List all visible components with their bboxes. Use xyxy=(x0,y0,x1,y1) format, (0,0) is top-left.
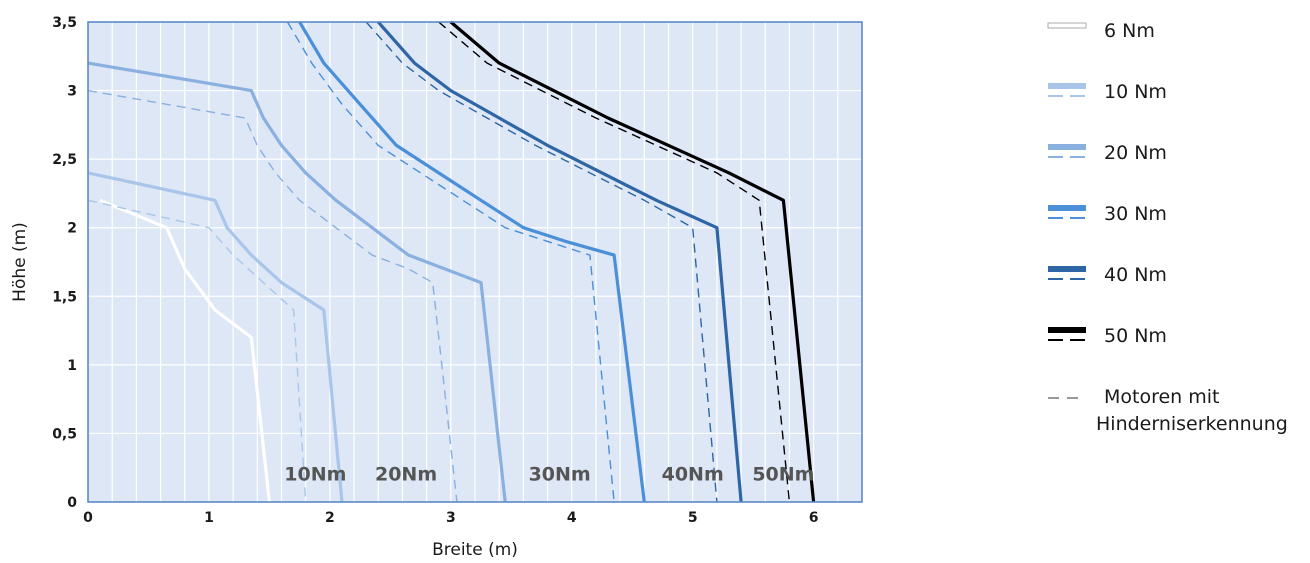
series-line-50nm-solid xyxy=(449,20,816,503)
y-tick-label: 2,5 xyxy=(52,152,77,168)
curve-label: 10Nm xyxy=(284,464,346,486)
legend-entry: Motoren mit Hinderniserkennung xyxy=(1048,386,1288,435)
legend-label: 40 Nm xyxy=(1104,264,1167,286)
curve-label: 30Nm xyxy=(529,464,591,486)
legend-swatch xyxy=(1048,144,1086,150)
grid xyxy=(88,22,862,502)
x-tick-label: 5 xyxy=(688,510,698,526)
legend-entry: 50 Nm xyxy=(1048,325,1167,347)
y-tick-label: 1 xyxy=(67,358,77,374)
series-line-10nm-dashed xyxy=(87,199,307,503)
series-line-40nm-dashed xyxy=(365,21,718,503)
tick-labels: 0 1 2 3 4 5 6 0 0,5 1 1,5 2 2,5 3 3,5 xyxy=(52,15,818,526)
y-tick-label: 1,5 xyxy=(52,289,77,305)
curve-label: 40Nm xyxy=(662,464,724,486)
legend-label: Motoren mit xyxy=(1104,386,1220,408)
series-line-6nm-solid xyxy=(99,198,271,503)
plot-border xyxy=(87,21,863,503)
series-line-30nm-dashed xyxy=(286,21,615,503)
y-tick-label: 3 xyxy=(67,84,77,100)
legend-entry: 30 Nm xyxy=(1048,203,1167,225)
legend-swatch xyxy=(1048,266,1086,272)
series-line-40nm-solid xyxy=(377,20,743,503)
legend-entry: 40 Nm xyxy=(1048,264,1167,286)
x-tick-label: 6 xyxy=(809,510,819,526)
x-axis-title: Breite (m) xyxy=(432,540,518,559)
legend-label: Hinderniserkennung xyxy=(1096,413,1288,435)
x-tick-label: 2 xyxy=(325,510,335,526)
legend-swatch xyxy=(1047,22,1087,29)
legend-entry: 10 Nm xyxy=(1048,81,1167,103)
y-tick-label: 2 xyxy=(67,221,77,237)
series-lines xyxy=(87,20,816,503)
series-line-20nm-solid xyxy=(87,61,507,503)
legend-label: 30 Nm xyxy=(1104,203,1167,225)
legend-swatch xyxy=(1048,205,1086,211)
legend-entry: 6 Nm xyxy=(1047,20,1155,42)
y-tick-label: 0,5 xyxy=(52,426,77,442)
plot-frame xyxy=(87,21,863,503)
x-tick-label: 4 xyxy=(567,510,577,526)
legend-label: 10 Nm xyxy=(1104,81,1167,103)
curve-label: 20Nm xyxy=(375,464,437,486)
legend-label: 20 Nm xyxy=(1104,142,1167,164)
legend-entry: 20 Nm xyxy=(1048,142,1167,164)
series-line-50nm-dashed xyxy=(438,21,791,503)
legend-swatch xyxy=(1048,327,1086,333)
series-line-30nm-solid xyxy=(298,21,646,503)
x-tick-label: 0 xyxy=(83,510,93,526)
curve-labels: 10Nm 20Nm 30Nm 40Nm 50Nm xyxy=(284,464,814,486)
y-axis-title: Höhe (m) xyxy=(10,222,30,302)
x-tick-label: 3 xyxy=(446,510,456,526)
series-line-10nm-solid xyxy=(87,171,344,503)
y-tick-label: 3,5 xyxy=(52,15,77,31)
x-tick-label: 1 xyxy=(204,510,214,526)
legend-label: 50 Nm xyxy=(1104,325,1167,347)
legend: 6 Nm 10 Nm 20 Nm 30 Nm 40 Nm 50 Nm Motoren mit… xyxy=(1047,20,1288,435)
y-tick-label: 0 xyxy=(67,495,77,511)
legend-label: 6 Nm xyxy=(1104,20,1155,42)
curve-label: 50Nm xyxy=(752,464,814,486)
legend-swatch xyxy=(1048,83,1086,89)
